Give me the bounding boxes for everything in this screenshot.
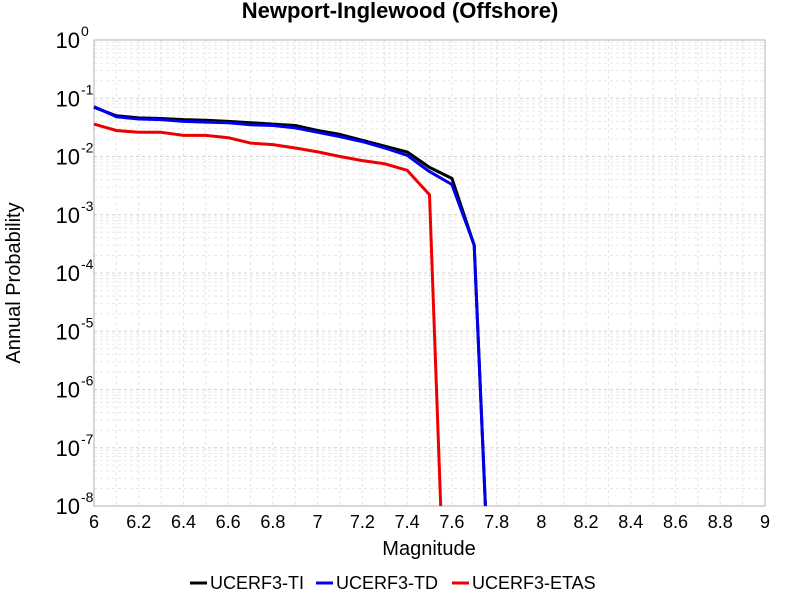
- y-tick-label: 10 -6: [56, 373, 94, 403]
- y-tick-label: 10 -8: [56, 489, 94, 519]
- x-tick-label: 8.2: [574, 512, 599, 532]
- grid: [93, 40, 766, 507]
- y-tick-exponent: -5: [81, 314, 94, 330]
- y-tick-label: 10 -7: [56, 431, 94, 461]
- x-tick-label: 6.4: [171, 512, 196, 532]
- y-tick-exponent: -4: [81, 256, 94, 272]
- legend-item: UCERF3-TI: [190, 573, 304, 593]
- chart-title: Newport-Inglewood (Offshore): [242, 0, 559, 23]
- series-lines: [93, 105, 487, 507]
- series-line-1: [93, 105, 487, 507]
- y-tick-base: 10: [56, 494, 80, 519]
- x-tick-label: 8: [536, 512, 546, 532]
- x-tick-label: 7: [313, 512, 323, 532]
- y-tick-base: 10: [56, 261, 80, 286]
- y-tick-exponent: 0: [81, 23, 89, 39]
- y-tick-base: 10: [56, 319, 80, 344]
- y-tick-label: 10 -4: [56, 256, 94, 286]
- x-tick-label: 6.2: [126, 512, 151, 532]
- y-tick-label: 10 -5: [56, 314, 94, 344]
- y-tick-exponent: -8: [81, 489, 94, 505]
- legend-item: UCERF3-TD: [316, 573, 438, 593]
- y-tick-base: 10: [56, 86, 80, 111]
- y-axis-label: Annual Probability: [3, 202, 25, 363]
- series-line-0: [93, 105, 487, 507]
- legend: UCERF3-TI UCERF3-TD UCERF3-ETAS: [190, 573, 596, 593]
- x-tick-label: 7.6: [439, 512, 464, 532]
- legend-label: UCERF3-ETAS: [472, 573, 596, 593]
- y-tick-exponent: -2: [81, 140, 94, 156]
- legend-item: UCERF3-ETAS: [452, 573, 596, 593]
- y-tick-label: 10 0: [56, 23, 89, 53]
- legend-label: UCERF3-TD: [336, 573, 438, 593]
- y-tick-exponent: -7: [81, 431, 94, 447]
- y-tick-base: 10: [56, 145, 80, 170]
- y-tick-exponent: -1: [81, 81, 94, 97]
- legend-label: UCERF3-TI: [210, 573, 304, 593]
- x-axis-label: Magnitude: [382, 538, 475, 560]
- y-tick-base: 10: [56, 378, 80, 403]
- x-tick-label: 6: [89, 512, 99, 532]
- y-tick-base: 10: [56, 28, 80, 53]
- x-tick-label: 6.8: [260, 512, 285, 532]
- x-tick-label: 8.4: [618, 512, 643, 532]
- x-tick-label: 6.6: [216, 512, 241, 532]
- y-tick-exponent: -3: [81, 198, 94, 214]
- x-tick-label: 8.6: [663, 512, 688, 532]
- y-tick-exponent: -6: [81, 373, 94, 389]
- x-tick-label: 7.2: [350, 512, 375, 532]
- y-tick-base: 10: [56, 203, 80, 228]
- x-axis-ticks: 6 6.2 6.4 6.6 6.8 7 7.2 7.4 7.6 7.8 8 8.2 8.4 8.6 8.8 9: [89, 512, 770, 532]
- x-tick-label: 7.4: [395, 512, 420, 532]
- plot-area-border: [93, 39, 766, 507]
- y-tick-label: 10 -3: [56, 198, 94, 228]
- y-tick-label: 10 -1: [56, 81, 94, 111]
- series-line-2: [93, 122, 443, 507]
- x-tick-label: 8.8: [708, 512, 733, 532]
- y-tick-label: 10 -2: [56, 140, 94, 170]
- x-tick-label: 7.8: [484, 512, 509, 532]
- y-tick-base: 10: [56, 436, 80, 461]
- x-tick-label: 9: [760, 512, 770, 532]
